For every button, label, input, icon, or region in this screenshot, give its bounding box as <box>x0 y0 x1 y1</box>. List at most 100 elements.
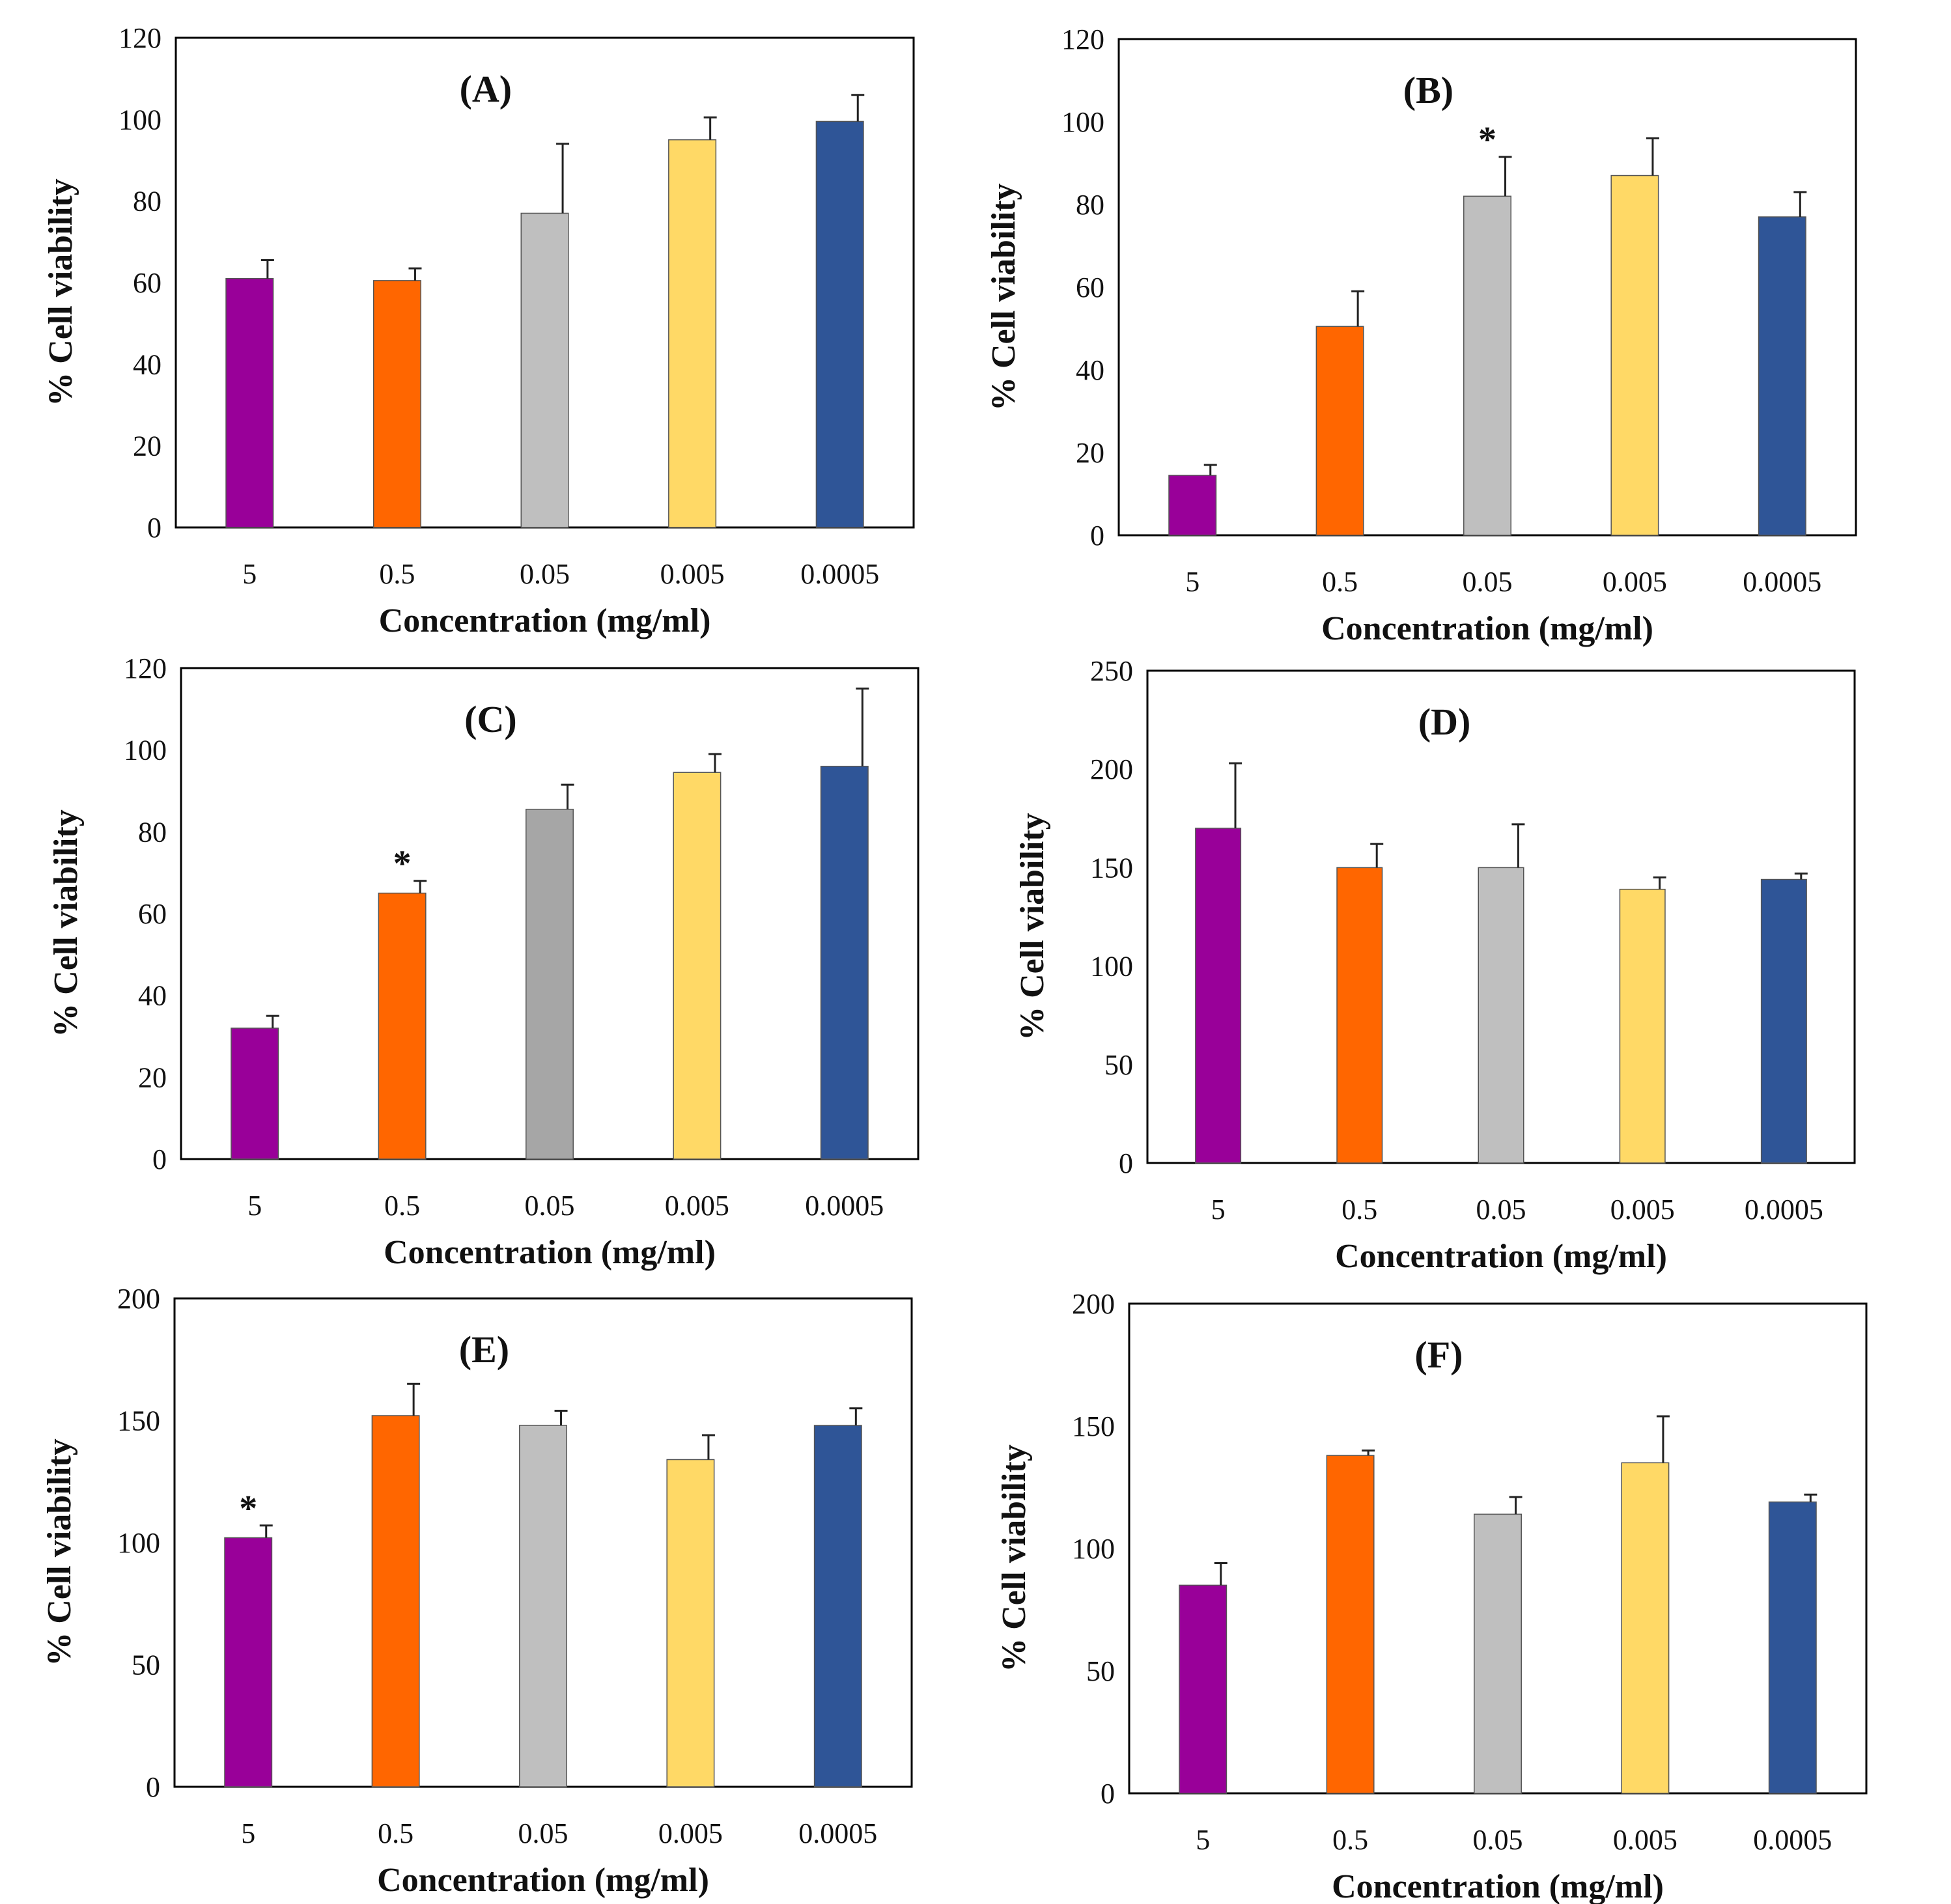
panel-a-y-tick-label: 120 <box>119 22 161 54</box>
panel-e-x-tick-label: 0.05 <box>518 1817 568 1849</box>
panel-f-y-tick-label: 100 <box>1072 1533 1115 1565</box>
panel-e-bar <box>519 1425 567 1787</box>
panel-a-x-tick-label: 0.5 <box>379 558 415 590</box>
panel-e-x-tick-label: 5 <box>241 1817 255 1849</box>
panel-b-y-tick-label: 80 <box>1076 189 1104 221</box>
panel-e-y-tick-label: 150 <box>117 1405 160 1437</box>
panel-b-x-tick-label: 0.05 <box>1463 566 1513 598</box>
panel-d-label: (D) <box>1418 701 1471 743</box>
panel-c-bar <box>673 772 722 1160</box>
panel-a-y-tick-label: 100 <box>119 104 161 135</box>
panel-b-y-tick-label: 120 <box>1061 23 1104 55</box>
panel-f-x-tick-label: 0.5 <box>1332 1824 1368 1856</box>
panel-f-bar <box>1768 1501 1817 1794</box>
panel-c-y-tick-label: 0 <box>152 1143 167 1175</box>
panel-f: 0 50 100 150 200 5 0.5 0.05 0.005 0.0005 (F) Concen… <box>996 1288 1868 1904</box>
panel-f-y-tick-label: 150 <box>1072 1410 1115 1442</box>
panel-e-bar <box>371 1415 420 1787</box>
panel-b-bar <box>1168 475 1217 536</box>
panel-d-y-axis-title: % Cell viability <box>1014 813 1051 1041</box>
panel-b-x-axis-title: Concentration (mg/ml) <box>1321 610 1653 647</box>
panel-b-x-tick-label: 0.5 <box>1322 566 1358 598</box>
panel-e-bar <box>813 1425 862 1787</box>
panel-b-y-tick-label: 40 <box>1076 354 1104 386</box>
panel-d-y-tick-label: 50 <box>1104 1049 1133 1081</box>
panel-e-bar <box>666 1459 715 1787</box>
panel-c-x-tick-label: 0.05 <box>525 1190 575 1222</box>
panel-e-bar <box>224 1537 273 1787</box>
panel-a-x-tick-label: 5 <box>242 558 257 590</box>
panel-c-label: (C) <box>464 698 517 740</box>
panel-d-y-tick-label: 250 <box>1090 655 1133 687</box>
panel-e: 0 50 100 150 200 * 5 0.5 0.05 0.005 0.0005 (E) Conce… <box>41 1283 913 1899</box>
panel-e-x-axis-title: Concentration (mg/ml) <box>377 1862 709 1899</box>
panel-c-x-tick-label: 5 <box>247 1190 262 1222</box>
panel-a-x-tick-label: 0.005 <box>660 558 725 590</box>
panel-f-x-axis-title: Concentration (mg/ml) <box>1332 1868 1664 1904</box>
panel-f-x-tick-label: 0.0005 <box>1753 1824 1832 1856</box>
panel-d-bar <box>1195 828 1242 1164</box>
panel-d-bar <box>1619 888 1666 1164</box>
panel-c-y-tick-label: 20 <box>138 1061 167 1093</box>
panel-e-y-tick-label: 0 <box>146 1771 160 1803</box>
panel-d: 0 50 100 150 200 250 5 0.5 0.05 0.005 0.0005 (D) Con… <box>1014 655 1856 1275</box>
panel-c: 0 20 40 60 80 100 120 5 * 0.5 0.05 0.005 0.0005 (C) Co… <box>48 652 919 1271</box>
panel-a-bar <box>668 139 717 528</box>
panel-a-y-tick-label: 0 <box>147 512 161 544</box>
panel-c-significance-star: * <box>393 844 412 884</box>
panel-b-significance-star: * <box>1478 120 1496 160</box>
panel-b-y-tick-label: 0 <box>1090 520 1104 552</box>
panel-e-x-tick-label: 0.5 <box>378 1817 414 1849</box>
panel-c-x-tick-label: 0.5 <box>384 1190 420 1222</box>
panel-b-bar <box>1758 216 1806 536</box>
panel-d-bar <box>1478 867 1524 1164</box>
panel-c-y-tick-label: 80 <box>138 816 167 848</box>
panel-c-x-tick-label: 0.005 <box>665 1190 729 1222</box>
panel-d-y-tick-label: 100 <box>1090 951 1133 983</box>
panel-f-y-axis-title: % Cell viability <box>996 1444 1033 1672</box>
panel-d-bar <box>1760 878 1807 1164</box>
panel-c-y-axis-title: % Cell viability <box>48 809 85 1037</box>
panel-b-bar <box>1315 326 1364 536</box>
panel-a-bar <box>225 277 274 528</box>
panel-b: 0 20 40 60 80 100 120 5 0.5 * 0.05 0.005 0.0005 (B) Co… <box>985 23 1857 647</box>
panel-d-x-tick-label: 0.005 <box>1610 1194 1675 1225</box>
panel-b-bar <box>1463 195 1511 536</box>
panel-f-y-tick-label: 50 <box>1086 1655 1115 1687</box>
panel-c-x-axis-title: Concentration (mg/ml) <box>384 1234 716 1271</box>
panel-b-x-tick-label: 5 <box>1185 566 1200 598</box>
panel-b-y-axis-title: % Cell viability <box>985 183 1022 411</box>
panel-e-significance-star: * <box>239 1489 257 1529</box>
panel-c-bar <box>378 892 427 1160</box>
panel-c-bar <box>820 766 869 1160</box>
panel-f-bar <box>1474 1513 1522 1794</box>
panel-f-y-tick-label: 200 <box>1072 1288 1115 1320</box>
panel-d-y-tick-label: 150 <box>1090 852 1133 884</box>
panel-d-bar <box>1336 867 1383 1164</box>
panel-c-bar <box>526 809 574 1160</box>
panel-b-x-tick-label: 0.005 <box>1603 566 1667 598</box>
panel-a-x-axis-title: Concentration (mg/ml) <box>379 602 711 639</box>
panel-c-y-tick-label: 100 <box>124 735 167 766</box>
panel-f-label: (F) <box>1414 1334 1463 1376</box>
panel-b-label: (B) <box>1403 69 1453 111</box>
panel-c-y-tick-label: 40 <box>138 980 167 1012</box>
panel-d-y-tick-label: 200 <box>1090 753 1133 785</box>
panel-e-y-axis-title: % Cell viability <box>41 1438 78 1666</box>
panel-f-bar <box>1326 1455 1375 1794</box>
panel-a-x-tick-label: 0.0005 <box>800 558 879 590</box>
panel-a-bar <box>520 212 569 528</box>
panel-a-y-tick-label: 80 <box>133 186 161 217</box>
panel-b-y-tick-label: 20 <box>1076 437 1104 469</box>
panel-a-y-tick-label: 20 <box>133 430 161 462</box>
panel-b-bar <box>1610 175 1659 536</box>
panel-f-x-tick-label: 0.05 <box>1473 1824 1523 1856</box>
panel-b-y-tick-label: 100 <box>1061 106 1104 138</box>
panel-a-bar <box>815 120 864 528</box>
panel-a-x-tick-label: 0.05 <box>520 558 570 590</box>
panel-b-x-tick-label: 0.0005 <box>1743 566 1821 598</box>
panel-c-y-tick-label: 120 <box>124 652 167 684</box>
panel-b-y-tick-label: 60 <box>1076 272 1104 303</box>
panel-e-label: (E) <box>459 1328 509 1371</box>
